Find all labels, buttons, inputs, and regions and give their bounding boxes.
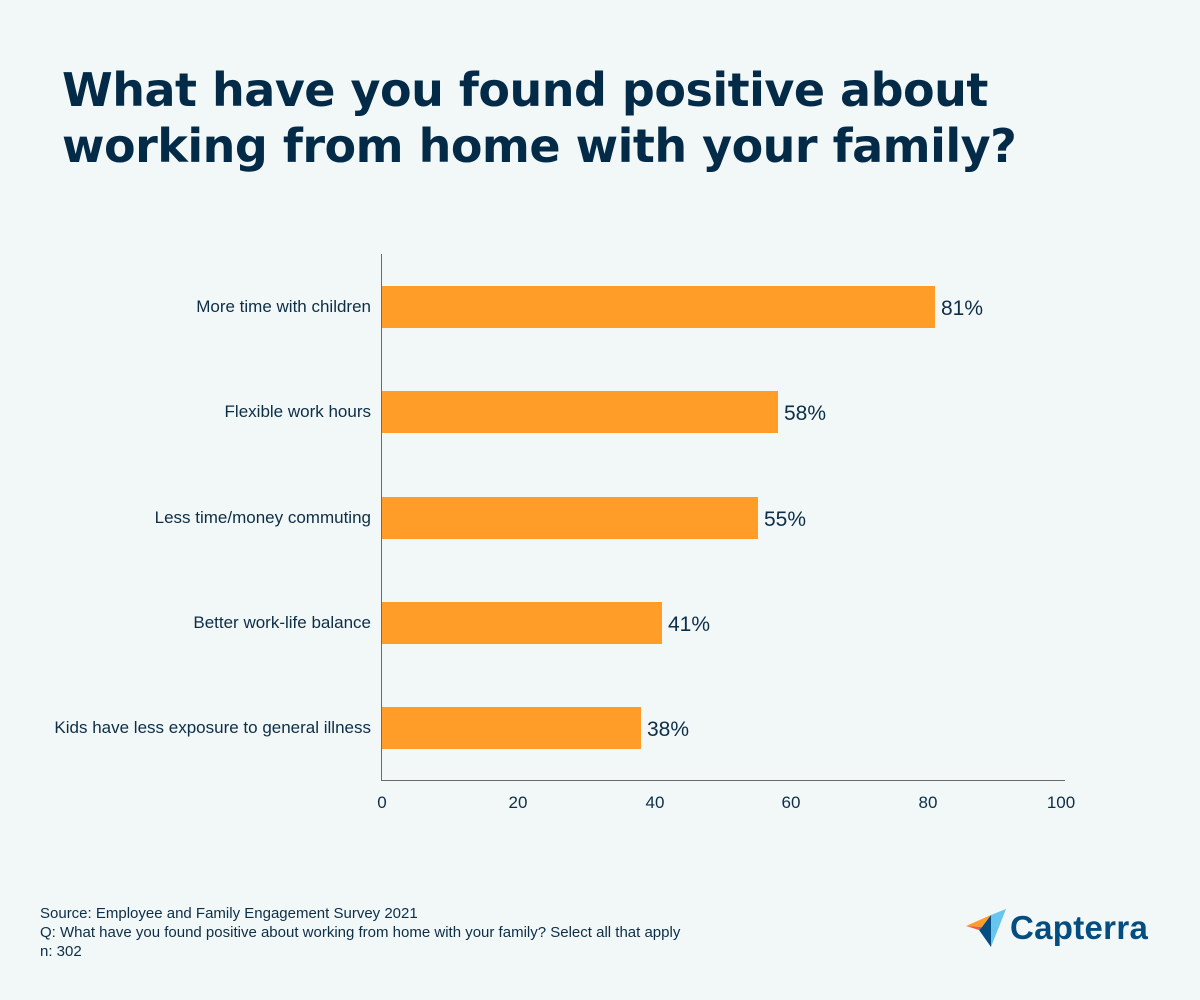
footer-notes: Source: Employee and Family Engagement S… xyxy=(40,904,680,961)
bar-value-label: 58% xyxy=(784,402,827,425)
category-label: Better work-life balance xyxy=(193,613,371,632)
x-tick-label: 100 xyxy=(1046,793,1076,812)
x-tick-label: 60 xyxy=(781,793,801,812)
x-tick-label: 20 xyxy=(508,793,528,812)
bar xyxy=(382,286,935,328)
bar-value-label: 38% xyxy=(647,718,690,741)
category-label: Kids have less exposure to general illne… xyxy=(54,718,371,737)
x-tick-label: 40 xyxy=(645,793,665,812)
bar-value-label: 41% xyxy=(668,613,711,636)
category-label: More time with children xyxy=(196,297,371,316)
y-axis-line xyxy=(381,254,382,780)
x-axis-line xyxy=(381,780,1065,781)
question-note: Q: What have you found positive about wo… xyxy=(40,924,681,941)
capterra-arrow-icon xyxy=(966,909,1006,947)
bar-value-label: 81% xyxy=(941,297,984,320)
logo-text: Capterra xyxy=(1010,909,1149,946)
bar xyxy=(382,497,758,539)
capterra-logo: Capterra xyxy=(966,908,1148,948)
x-tick-label: 80 xyxy=(918,793,938,812)
bar-value-label: 55% xyxy=(764,508,807,531)
sample-size-note: n: 302 xyxy=(40,943,82,960)
category-label: Flexible work hours xyxy=(224,402,371,421)
source-note: Source: Employee and Family Engagement S… xyxy=(40,905,418,922)
x-tick-label: 0 xyxy=(377,793,387,812)
bar xyxy=(382,391,778,433)
bar xyxy=(382,602,662,644)
category-label: Less time/money commuting xyxy=(154,508,371,527)
bar xyxy=(382,707,641,749)
chart-title: What have you found positive about worki… xyxy=(62,63,1017,173)
